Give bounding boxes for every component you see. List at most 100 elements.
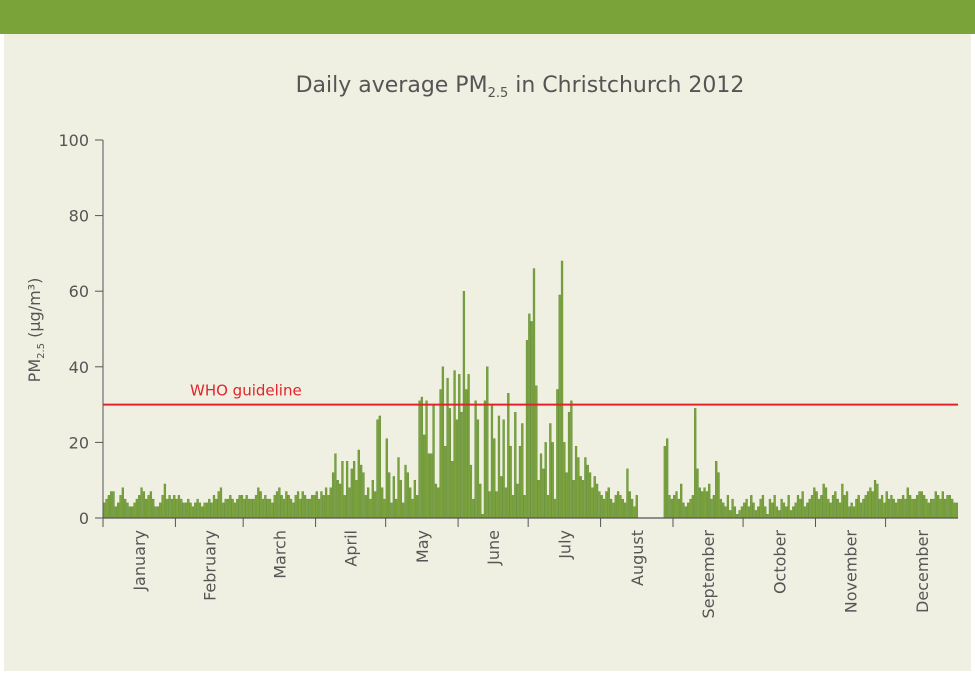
bar [852, 506, 856, 519]
bar [824, 487, 828, 519]
bar [507, 393, 510, 519]
bar [369, 498, 372, 519]
bar [376, 419, 379, 519]
bar [855, 498, 858, 519]
bar [666, 438, 669, 519]
bar [131, 506, 134, 519]
bar [502, 419, 505, 519]
bar [247, 498, 251, 519]
bar [670, 498, 673, 519]
bar [899, 498, 902, 519]
bar [170, 498, 174, 519]
bar [789, 510, 793, 519]
bar [495, 491, 498, 519]
bar [616, 491, 620, 519]
bar [280, 495, 283, 519]
bar [901, 495, 905, 519]
bar [406, 472, 409, 519]
bar [320, 491, 323, 519]
bar [759, 498, 762, 519]
bar [820, 495, 823, 519]
bar [813, 487, 816, 519]
bar [745, 498, 748, 519]
bar [182, 502, 185, 519]
bar [806, 502, 809, 519]
bar [675, 491, 678, 519]
bar [168, 495, 171, 519]
bar [532, 268, 536, 519]
bar [336, 480, 339, 519]
bar [138, 495, 141, 519]
bar [948, 495, 951, 519]
bar [591, 487, 594, 519]
bar [754, 510, 758, 519]
bar [194, 502, 197, 519]
bar [892, 498, 895, 519]
bar [796, 495, 800, 519]
bar [180, 498, 183, 519]
bar [378, 415, 381, 519]
bar [451, 461, 454, 519]
bar [915, 495, 919, 519]
bar [621, 498, 624, 519]
bar [542, 468, 545, 519]
bar [897, 498, 900, 519]
x-tick-label: August [628, 530, 647, 586]
bar [887, 498, 891, 519]
bar [219, 487, 223, 519]
y-tick-label: 100 [58, 131, 89, 150]
bar [680, 483, 683, 519]
bar [460, 411, 463, 519]
bar [757, 506, 760, 519]
bar [299, 498, 302, 519]
bar [934, 491, 937, 519]
bar [546, 495, 550, 519]
bar [673, 495, 676, 519]
bar [600, 495, 603, 519]
bar [271, 502, 274, 519]
bar [364, 495, 367, 519]
bar [486, 366, 489, 519]
bar [623, 502, 627, 519]
bar [110, 491, 113, 519]
x-tick-label: January [130, 530, 149, 592]
bar [474, 400, 477, 519]
bar [142, 491, 146, 519]
bar [331, 472, 335, 519]
bar [275, 491, 279, 519]
bar [866, 491, 870, 519]
bar [602, 498, 606, 519]
bar [743, 502, 746, 519]
bar [105, 498, 108, 519]
bar [563, 442, 566, 519]
y-label-main: PM [25, 359, 44, 382]
bar [175, 498, 178, 519]
bar [815, 491, 818, 519]
x-tick-label: April [342, 530, 361, 567]
bar [619, 495, 622, 519]
bar [341, 461, 344, 519]
bar [822, 483, 825, 519]
bar [883, 502, 886, 519]
bar [930, 498, 933, 519]
bar [778, 510, 781, 519]
chart-title: Daily average PM2.5 in Christchurch 2012 [296, 73, 745, 101]
bar [572, 480, 575, 519]
bar [939, 498, 942, 519]
bar [310, 495, 314, 519]
bar [399, 480, 402, 519]
bar [352, 461, 356, 519]
bar [941, 491, 944, 519]
bar [425, 400, 428, 519]
bar [740, 506, 744, 519]
bar [383, 498, 386, 519]
bar [911, 498, 914, 519]
bar [268, 498, 272, 519]
bar [946, 495, 949, 519]
bar [217, 491, 220, 519]
bar [266, 498, 269, 519]
bar [140, 487, 143, 519]
bar [719, 498, 723, 519]
bar [724, 506, 727, 519]
bar [476, 419, 480, 519]
